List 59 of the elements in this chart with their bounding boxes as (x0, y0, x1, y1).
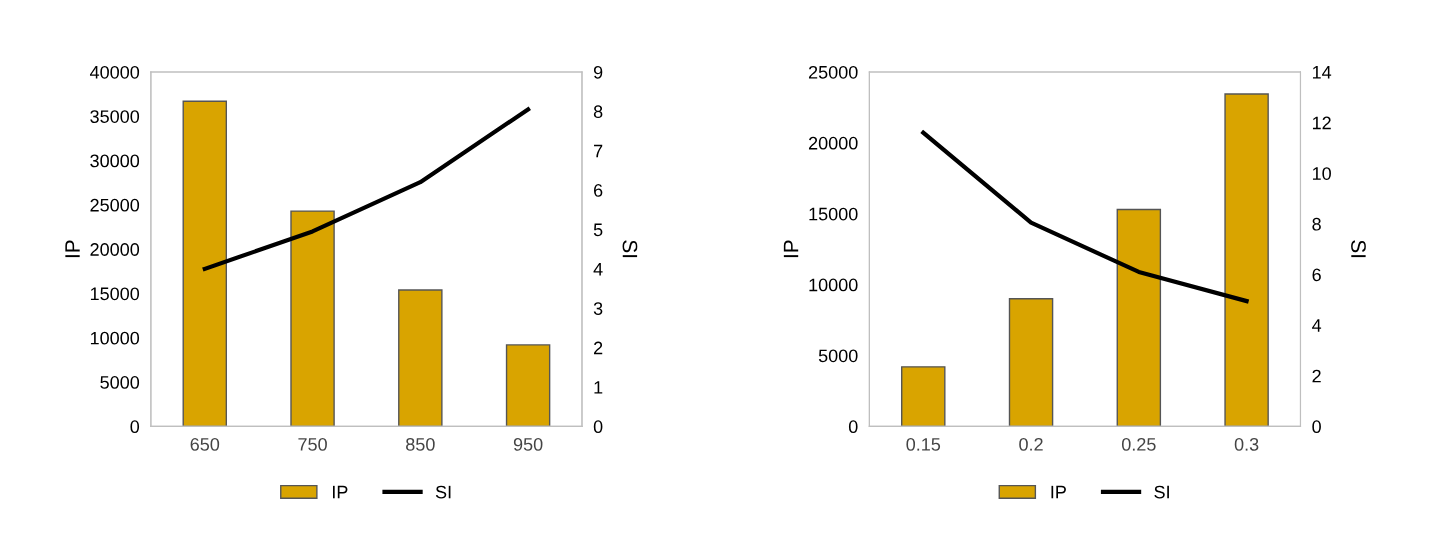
y-axis-title: IP (783, 240, 799, 258)
y2-tick-label: 8 (1312, 217, 1321, 231)
legend-label: SI (1154, 485, 1169, 499)
y-tick-label: 35000 (90, 110, 140, 123)
x-tick-label: 850 (406, 437, 435, 451)
y2-tick-label: 12 (1312, 116, 1331, 130)
x-tick-label: 750 (298, 437, 327, 451)
bar (901, 366, 946, 427)
y-axis-title: IP (65, 240, 80, 258)
legend-label: IP (1051, 485, 1066, 499)
line-series (921, 130, 1249, 304)
y-tick-label: 25000 (90, 198, 140, 212)
bar (505, 344, 551, 427)
y-tick-label: 25000 (808, 65, 858, 79)
x-tick-label: 0.25 (1121, 437, 1156, 451)
y2-tick-label: 7 (594, 144, 603, 158)
y2-tick-label: 4 (593, 262, 603, 276)
x-tick-label: 0.3 (1234, 437, 1259, 451)
y2-tick-label: 6 (1312, 268, 1321, 282)
x-tick-label: 0.2 (1019, 437, 1043, 451)
y2-tick-label: 8 (593, 105, 603, 119)
x-tick-label: 0.15 (906, 437, 941, 451)
y2-tick-label: 2 (594, 341, 603, 355)
bar (1224, 93, 1269, 427)
y-tick-label: 20000 (90, 243, 140, 256)
y2-tick-label: 0 (593, 420, 603, 434)
y-tick-label: 5000 (818, 349, 858, 363)
legend-label: SI (435, 485, 451, 499)
bar (290, 210, 335, 427)
y2-tick-label: 1 (594, 381, 603, 394)
y2-axis-title: SI (622, 240, 638, 258)
y2-tick-label: 0 (1312, 420, 1321, 434)
line-series (202, 107, 531, 271)
y-tick-label: 0 (130, 420, 140, 434)
y2-tick-label: 10 (1312, 167, 1331, 180)
y-tick-label: 20000 (808, 136, 858, 150)
x-tick-label: 650 (190, 437, 220, 451)
y2-tick-label: 5 (593, 223, 603, 237)
bar (1116, 208, 1162, 427)
y-tick-label: 10000 (90, 331, 140, 345)
y-tick-label: 40000 (89, 65, 140, 79)
y2-tick-label: 4 (1312, 319, 1322, 332)
y2-tick-label: 3 (593, 302, 603, 315)
legend-label: IP (332, 485, 348, 499)
y2-tick-label: 6 (594, 184, 603, 197)
y2-tick-label: 2 (1312, 369, 1321, 383)
y-tick-label: 15000 (90, 287, 140, 301)
bar (1008, 298, 1054, 427)
y-tick-label: 30000 (90, 154, 140, 168)
y-tick-label: 0 (848, 420, 858, 434)
x-tick-label: 950 (513, 437, 543, 451)
bar (398, 289, 443, 427)
y-tick-label: 15000 (809, 207, 858, 221)
y-tick-label: 5000 (100, 376, 140, 389)
y2-tick-label: 14 (1312, 66, 1332, 79)
bar (182, 100, 228, 427)
y-tick-label: 10000 (809, 278, 858, 292)
y2-axis-title: SI (1351, 240, 1366, 258)
y2-tick-label: 9 (593, 65, 603, 79)
